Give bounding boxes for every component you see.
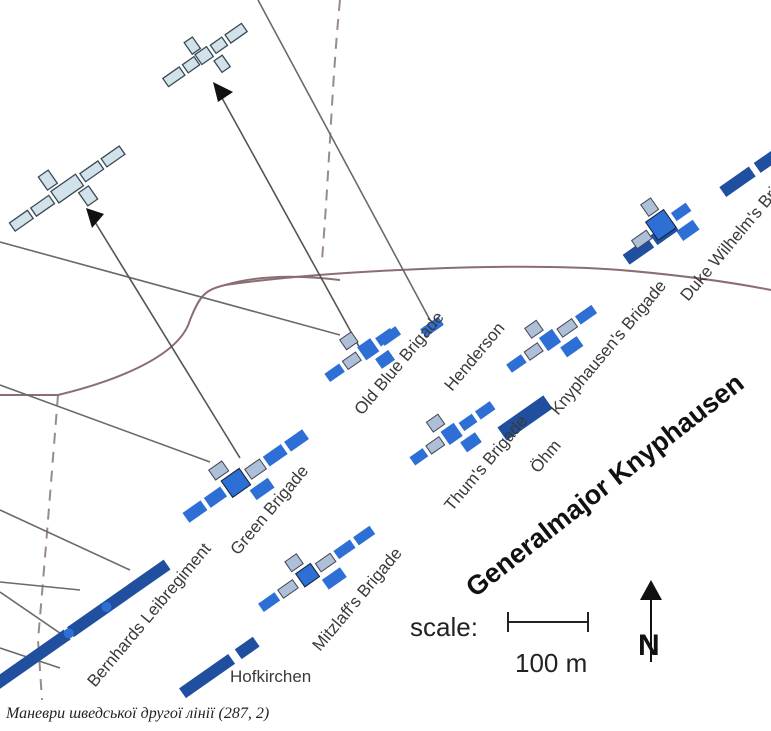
label-old-blue-brigade: Old Blue Brigade <box>351 308 448 419</box>
commander-label: Generalmajor Knyphausen <box>460 368 749 603</box>
unit-henderson-symbol-2 <box>378 326 402 346</box>
movement-arrows <box>86 82 363 459</box>
unit-thums-brigade-symbol <box>409 401 496 466</box>
unit-bernhards-leibregiment-symbol <box>0 559 171 689</box>
arrow-head-icon <box>86 208 104 228</box>
unit-green-brigade-symbol <box>182 429 309 523</box>
dashed-boundaries <box>36 0 341 701</box>
unit-ohm-symbol <box>497 395 553 441</box>
map-caption: Маневри шведської другої лінії (287, 2) <box>6 705 270 722</box>
label-henderson: Henderson <box>441 319 509 395</box>
unit-hofkirchen-symbol <box>179 636 260 699</box>
unit-mitzlaffs-brigade-symbol <box>258 525 376 612</box>
reference-lines <box>0 0 431 669</box>
scale-label: scale: <box>410 612 478 642</box>
label-hofkirchen: Hofkirchen <box>230 667 311 686</box>
label-old-blue-brigade-text: Old Blue Brigade <box>351 308 448 419</box>
unit-duke-wilhelms-brigade-symbol <box>630 197 700 250</box>
moved-formation-upper <box>161 22 249 88</box>
roads <box>0 265 771 396</box>
arrow-head-icon <box>213 82 233 102</box>
label-ohm: Öhm <box>527 436 565 476</box>
moved-formation-left <box>8 145 126 233</box>
scale-bar: scale: 100 m <box>410 612 589 678</box>
north-arrow-icon: N <box>638 580 662 662</box>
unit-knyphausens-brigade-symbol <box>506 304 598 373</box>
scale-distance: 100 m <box>515 648 587 678</box>
north-label: N <box>638 629 660 662</box>
unit-henderson-symbol <box>420 316 444 338</box>
